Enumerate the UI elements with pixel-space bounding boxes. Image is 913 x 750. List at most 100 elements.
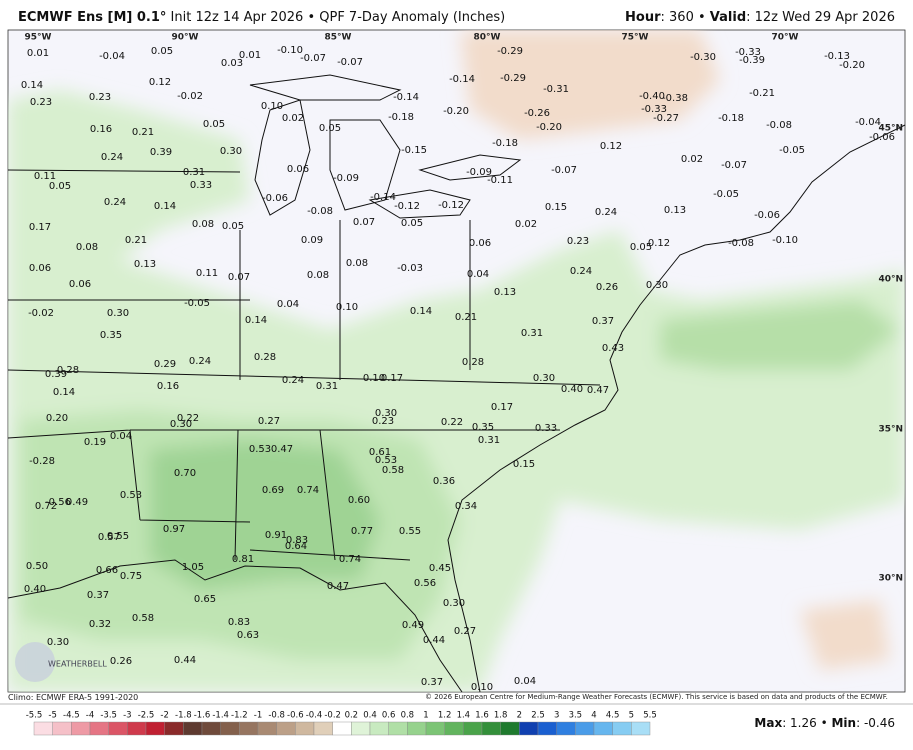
value-label: -0.10 <box>772 235 798 246</box>
value-label: 0.05 <box>319 123 341 134</box>
colorbar-swatch <box>332 721 352 736</box>
copyright: © 2026 European Centre for Medium-Range … <box>425 693 888 701</box>
colorbar-swatch <box>52 721 72 736</box>
value-label: -0.06 <box>754 210 780 221</box>
colorbar-swatch <box>407 721 427 736</box>
colorbar: -5.5 -5 -4.5 -4 -3.5 -3 -2.5 -2 -1.8 -1.6 -1.4 -1.2… <box>26 711 657 736</box>
colorbar-swatch <box>519 721 539 736</box>
value-label: 0.08 <box>76 242 98 253</box>
value-label: 0.31 <box>478 435 500 446</box>
colorbar-label: 2 <box>517 711 522 721</box>
value-label: 0.21 <box>125 235 147 246</box>
value-label: 0.35 <box>100 330 122 341</box>
value-label: 0.74 <box>339 554 361 565</box>
value-label: 0.37 <box>421 677 443 688</box>
boundaries <box>7 74 906 693</box>
value-label: -0.08 <box>307 206 333 217</box>
watermark: WEATHERBELL <box>15 642 107 682</box>
value-label: 0.97 <box>163 524 185 535</box>
value-label: 0.24 <box>101 152 123 163</box>
header-part: : 1.26 • <box>782 716 832 730</box>
value-label: 0.06 <box>469 238 491 249</box>
colorbar-swatch <box>500 721 520 736</box>
value-label: 0.40 <box>561 384 583 395</box>
colorbar-label: -1.8 <box>175 711 192 721</box>
value-label: 0.02 <box>282 113 304 124</box>
value-label: 0.15 <box>513 459 535 470</box>
value-label: -0.05 <box>779 145 805 156</box>
lat-label: 30°N <box>878 574 903 584</box>
value-label: 0.12 <box>648 238 670 249</box>
value-label: -0.28 <box>29 456 55 467</box>
value-label: 0.23 <box>567 236 589 247</box>
value-label: -0.40 <box>639 91 665 102</box>
value-label: 0.47 <box>327 581 349 592</box>
value-label: -0.04 <box>99 51 125 62</box>
value-label: -0.08 <box>728 238 754 249</box>
header-left: ECMWF Ens [M] 0.1° Init 12z 14 Apr 2026 … <box>18 10 505 25</box>
value-label: 0.17 <box>491 402 513 413</box>
colorbar-swatch <box>127 721 147 736</box>
colorbar-swatch <box>612 721 632 736</box>
header-part: Init 12z 14 Apr 2026 • QPF 7-Day Anomaly… <box>166 10 506 25</box>
lat-label: 45°N <box>878 124 903 134</box>
colorbar-swatch <box>183 721 203 736</box>
value-label: 0.05 <box>151 46 173 57</box>
value-label: -0.13 <box>824 51 850 62</box>
colorbar-label: 1.2 <box>438 711 452 721</box>
colorbar-label: 1 <box>423 711 428 721</box>
value-label: 0.43 <box>602 343 624 354</box>
value-label: 0.53 <box>120 490 142 501</box>
value-label: 0.55 <box>399 526 421 537</box>
value-label: -0.39 <box>739 55 765 66</box>
colorbar-label: -3 <box>123 711 131 721</box>
value-label: 0.01 <box>239 50 261 61</box>
value-label: -0.12 <box>438 200 464 211</box>
value-label: 0.20 <box>46 413 68 424</box>
value-label: 0.30 <box>47 637 69 648</box>
value-label: 0.30 <box>107 308 129 319</box>
value-label: -0.09 <box>466 167 492 178</box>
value-label: 0.70 <box>174 468 196 479</box>
value-label: 0.21 <box>132 127 154 138</box>
value-label: 0.04 <box>277 299 299 310</box>
colorbar-swatch <box>631 721 651 736</box>
colorbar-label: -0.6 <box>287 711 304 721</box>
value-label: -0.06 <box>869 132 895 143</box>
value-label: 0.32 <box>89 619 111 630</box>
colorbar-swatch <box>257 721 277 736</box>
value-label: 0.58 <box>132 613 154 624</box>
colorbar-swatch <box>593 721 613 736</box>
value-label: 0.55 <box>107 531 129 542</box>
value-label: -0.18 <box>492 138 518 149</box>
colorbar-swatch <box>201 721 221 736</box>
value-label: 0.10 <box>363 373 385 384</box>
value-label: 0.28 <box>462 357 484 368</box>
value-label: -0.05 <box>184 298 210 309</box>
value-label: 0.30 <box>646 280 668 291</box>
colorbar-swatch <box>313 721 333 736</box>
value-label: 0.50 <box>26 561 48 572</box>
lat-label: 40°N <box>878 275 903 285</box>
value-label: 0.21 <box>455 312 477 323</box>
value-label: 0.31 <box>183 167 205 178</box>
value-label: 0.83 <box>286 535 308 546</box>
value-label: 0.33 <box>535 423 557 434</box>
value-label: 0.37 <box>87 590 109 601</box>
value-label: 0.10 <box>261 101 283 112</box>
value-label: 0.40 <box>24 584 46 595</box>
value-label: 0.05 <box>203 119 225 130</box>
value-label: 0.45 <box>429 563 451 574</box>
value-label: -0.33 <box>641 104 667 115</box>
value-label: 0.24 <box>282 375 304 386</box>
colorbar-label: -0.2 <box>324 711 341 721</box>
value-label: 0.03 <box>221 58 243 69</box>
colorbar-swatch <box>388 721 408 736</box>
lat-label: 35°N <box>878 425 903 435</box>
value-label: -0.26 <box>524 108 550 119</box>
value-label: -0.05 <box>713 189 739 200</box>
lon-label: 75°W <box>622 33 649 43</box>
value-label: 0.65 <box>194 594 216 605</box>
colorbar-swatch <box>295 721 315 736</box>
